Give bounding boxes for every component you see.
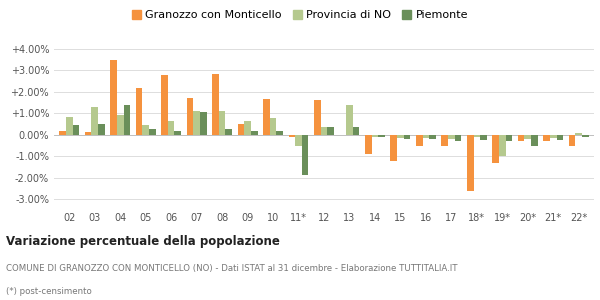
Bar [161, 75, 168, 135]
Bar [467, 135, 473, 191]
Bar [346, 105, 353, 135]
Bar [524, 135, 531, 139]
Bar [270, 118, 277, 135]
Bar [448, 135, 455, 139]
Bar [378, 135, 385, 137]
Bar [175, 130, 181, 135]
Bar [212, 74, 219, 135]
Bar [480, 135, 487, 140]
Text: COMUNE DI GRANOZZO CON MONTICELLO (NO) - Dati ISTAT al 31 dicembre - Elaborazion: COMUNE DI GRANOZZO CON MONTICELLO (NO) -… [6, 265, 458, 274]
Bar [422, 135, 429, 138]
Bar [263, 99, 270, 135]
Text: (*) post-censimento: (*) post-censimento [6, 287, 92, 296]
Bar [569, 135, 575, 146]
Bar [149, 129, 155, 135]
Bar [110, 60, 117, 135]
Bar [219, 111, 226, 135]
Bar [397, 135, 404, 138]
Bar [391, 135, 397, 161]
Legend: Granozzo con Monticello, Provincia di NO, Piemonte: Granozzo con Monticello, Provincia di NO… [127, 6, 473, 25]
Bar [499, 135, 506, 156]
Bar [66, 117, 73, 135]
Bar [238, 124, 244, 135]
Bar [416, 135, 422, 146]
Bar [531, 135, 538, 146]
Bar [544, 135, 550, 141]
Bar [244, 121, 251, 135]
Bar [59, 130, 66, 135]
Bar [251, 130, 257, 135]
Bar [136, 88, 142, 135]
Bar [200, 112, 206, 135]
Bar [168, 121, 175, 135]
Bar [117, 116, 124, 135]
Bar [557, 135, 563, 140]
Bar [365, 135, 371, 154]
Bar [73, 125, 79, 135]
Bar [550, 135, 557, 138]
Bar [493, 135, 499, 163]
Bar [582, 135, 589, 137]
Bar [226, 129, 232, 135]
Bar [506, 135, 512, 141]
Bar [277, 130, 283, 135]
Bar [429, 135, 436, 139]
Bar [124, 105, 130, 135]
Bar [193, 111, 200, 135]
Bar [91, 107, 98, 135]
Bar [85, 132, 91, 135]
Bar [289, 135, 295, 137]
Bar [320, 127, 328, 135]
Bar [455, 135, 461, 141]
Bar [442, 135, 448, 146]
Bar [98, 124, 104, 135]
Bar [302, 135, 308, 175]
Bar [295, 135, 302, 146]
Text: Variazione percentuale della popolazione: Variazione percentuale della popolazione [6, 235, 280, 248]
Bar [353, 127, 359, 135]
Bar [314, 100, 320, 135]
Bar [575, 133, 582, 135]
Bar [187, 98, 193, 135]
Bar [404, 135, 410, 139]
Bar [518, 135, 524, 141]
Bar [328, 127, 334, 135]
Bar [142, 125, 149, 135]
Bar [371, 135, 378, 137]
Bar [473, 135, 480, 137]
